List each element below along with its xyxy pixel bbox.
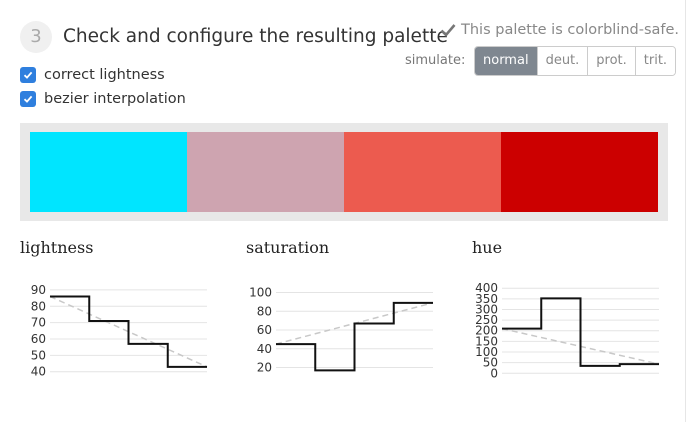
saturation-chart: 20 40 60 80 100	[249, 286, 434, 375]
y-tick-label: 90	[31, 283, 46, 297]
y-tick-label: 20	[257, 361, 272, 375]
y-tick-label: 40	[31, 365, 46, 379]
section-title: Check and configure the resulting palett…	[63, 26, 448, 47]
lightness-chart: 40 50 60 70 80 90	[31, 283, 208, 379]
y-tick-label: 60	[257, 323, 272, 337]
step-line	[502, 297, 659, 367]
palette-swatch-3	[344, 132, 501, 212]
trend-line	[49, 295, 208, 368]
y-tick-label: 80	[257, 304, 272, 318]
y-tick-label: 70	[31, 316, 46, 330]
correct-lightness-label: correct lightness	[44, 67, 165, 83]
checkmark-icon	[23, 71, 33, 79]
colorblind-status-text: This palette is colorblind-safe.	[461, 22, 680, 38]
simulate-trit-button[interactable]: trit.	[634, 47, 676, 75]
y-tick-label: 50	[483, 356, 498, 370]
checkmark-icon	[440, 24, 456, 37]
y-tick-label: 350	[475, 292, 498, 306]
simulate-normal-button[interactable]: normal	[475, 47, 537, 75]
bezier-interpolation-label: bezier interpolation	[44, 91, 186, 107]
saturation-chart-title: saturation	[246, 238, 330, 257]
palette-swatches	[30, 132, 658, 212]
palette-swatch-1	[30, 132, 187, 212]
simulate-prot-button[interactable]: prot.	[587, 47, 635, 75]
palette-preview	[20, 123, 668, 221]
y-tick-label: 100	[475, 345, 498, 359]
simulate-label: simulate:	[405, 53, 466, 68]
y-tick-label: 200	[475, 324, 498, 338]
palette-swatch-2	[187, 132, 344, 212]
correct-lightness-option[interactable]: correct lightness	[20, 67, 165, 83]
y-tick-label: 300	[475, 302, 498, 316]
palette-swatch-4	[501, 132, 658, 212]
y-tick-label: 250	[475, 313, 498, 327]
step-number-badge: 3	[20, 21, 52, 53]
y-tick-label: 60	[31, 332, 46, 346]
y-tick-label: 80	[31, 299, 46, 313]
step-line	[50, 295, 207, 368]
y-tick-label: 100	[249, 286, 272, 300]
simulate-deut-button[interactable]: deut.	[536, 47, 588, 75]
correct-lightness-checkbox[interactable]	[20, 67, 36, 83]
y-tick-label: 150	[475, 334, 498, 348]
bezier-interpolation-checkbox[interactable]	[20, 91, 36, 107]
checkmark-icon	[23, 95, 33, 103]
simulate-button-group: normal deut. prot. trit.	[474, 46, 677, 76]
colorblind-status: This palette is colorblind-safe.	[440, 22, 679, 38]
step-line	[276, 301, 433, 372]
y-tick-label: 50	[31, 348, 46, 362]
y-tick-label: 0	[490, 366, 498, 380]
y-tick-label: 400	[475, 281, 498, 295]
lightness-chart-title: lightness	[20, 238, 94, 257]
hue-chart-title: hue	[472, 238, 503, 257]
y-tick-label: 40	[257, 342, 272, 356]
bezier-interpolation-option[interactable]: bezier interpolation	[20, 91, 186, 107]
